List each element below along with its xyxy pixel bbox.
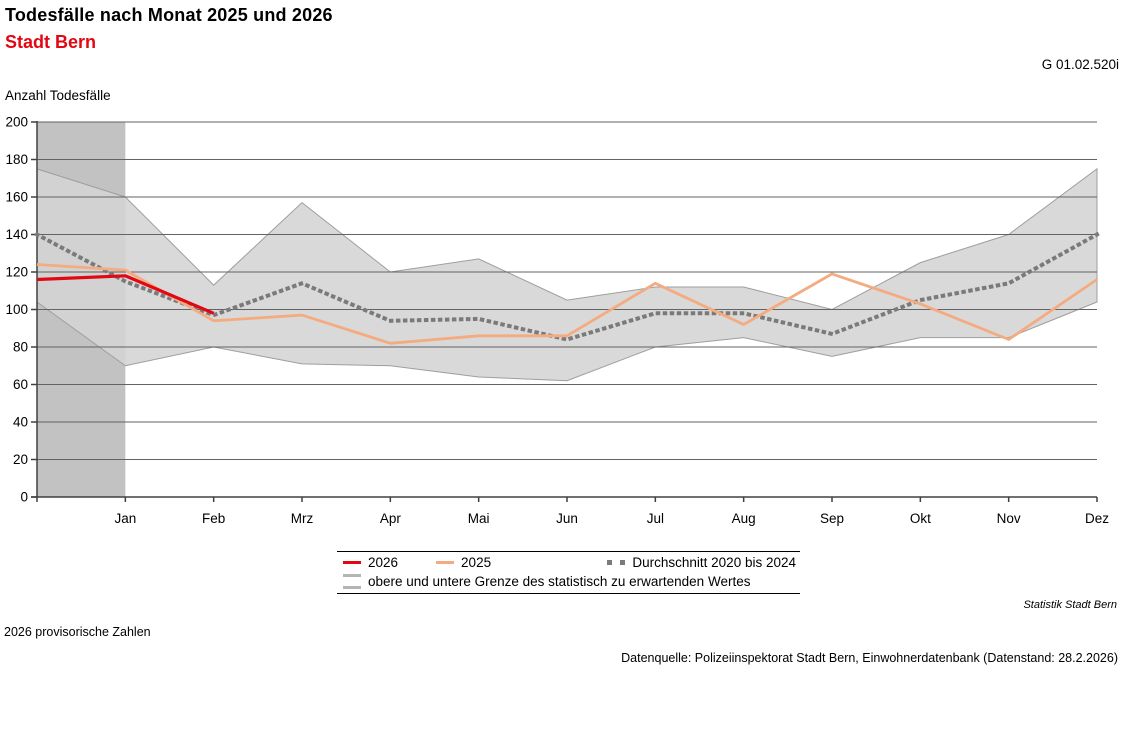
page-subtitle: Stadt Bern xyxy=(5,32,97,52)
series-line-2026 xyxy=(36,274,215,315)
y-tick-label: 120 xyxy=(5,265,28,280)
x-tick-label: Dez xyxy=(1085,511,1109,526)
legend-item-2025: 2025 xyxy=(436,555,491,570)
y-tick-label: 180 xyxy=(5,152,28,167)
x-tick-label: Jun xyxy=(556,511,578,526)
legend: 2026 2025 Durchschnitt 2020 bis 2024 obe… xyxy=(337,551,800,594)
y-tick-label: 60 xyxy=(13,377,28,392)
x-tick-label: Apr xyxy=(380,511,402,526)
series-average-swatch-icon xyxy=(607,560,626,565)
x-tick-labels: Jan Feb Mrz Apr Mai Jun Jul Aug Sep Okt Nov Dez xyxy=(114,511,1109,526)
y-tick-label: 200 xyxy=(5,115,28,130)
series-2025-swatch-icon xyxy=(436,561,455,564)
y-tick-label: 100 xyxy=(5,302,28,317)
statistik-stadt-bern-branding: Statistik Stadt Bern xyxy=(1023,599,1117,611)
series-2026-swatch-icon xyxy=(343,561,361,564)
page-title: Todesfälle nach Monat 2025 und 2026 xyxy=(5,5,333,25)
y-tick-label: 20 xyxy=(13,452,28,467)
y-tick-labels: 0 20 40 60 80 100 120 140 160 180 200 xyxy=(5,115,28,505)
legend-item-average: Durchschnitt 2020 bis 2024 xyxy=(607,555,796,570)
y-tick-label: 140 xyxy=(5,227,28,242)
series-line-2025 xyxy=(36,263,1098,345)
legend-item-2026: 2026 xyxy=(343,555,398,570)
figure-code: G 01.02.520i xyxy=(1041,57,1119,72)
band-swatch-icon xyxy=(343,574,361,589)
legend-label-2025: 2025 xyxy=(461,555,492,570)
x-tick-label: Feb xyxy=(202,511,225,526)
legend-label-average: Durchschnitt 2020 bis 2024 xyxy=(632,555,796,570)
x-tick-label: Mrz xyxy=(291,511,314,526)
series-line-durchschnitt-2020-bis-2024 xyxy=(34,231,1100,342)
y-tick-label: 40 xyxy=(13,415,28,430)
x-tick-label: Mai xyxy=(468,511,490,526)
expected-range-band xyxy=(36,167,1098,382)
legend-label-2026: 2026 xyxy=(368,555,399,570)
y-tick-label: 160 xyxy=(5,190,28,205)
axes xyxy=(31,121,1098,502)
x-tick-label: Okt xyxy=(910,511,931,526)
x-tick-label: Jul xyxy=(647,511,664,526)
x-tick-label: Jan xyxy=(114,511,136,526)
grid-lines xyxy=(37,121,1097,460)
legend-row-series: 2026 2025 Durchschnitt 2020 bis 2024 xyxy=(337,553,800,572)
y-tick-label: 80 xyxy=(13,340,28,355)
x-tick-label: Sep xyxy=(820,511,844,526)
provisional-footnote: 2026 provisorische Zahlen xyxy=(4,625,151,639)
data-source-note: Datenquelle: Polizeiinspektorat Stadt Be… xyxy=(621,651,1118,665)
x-tick-label: Nov xyxy=(997,511,1021,526)
legend-row-band: obere und untere Grenze des statistisch … xyxy=(337,572,800,591)
y-axis-title: Anzahl Todesfälle xyxy=(5,88,111,103)
legend-item-band: obere und untere Grenze des statistisch … xyxy=(343,574,750,589)
legend-label-band: obere und untere Grenze des statistisch … xyxy=(368,574,751,589)
y-tick-label: 0 xyxy=(20,490,28,505)
x-tick-label: Aug xyxy=(732,511,756,526)
